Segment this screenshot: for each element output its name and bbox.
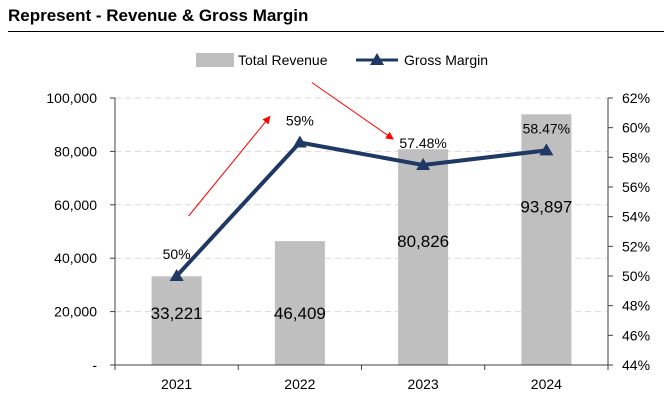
left-axis-tick-label: 100,000: [46, 90, 97, 106]
legend-margin-marker: [370, 53, 384, 65]
right-axis-tick-label: 62%: [622, 90, 650, 106]
right-axis-tick-label: 56%: [622, 179, 650, 195]
chart-title: Represent - Revenue & Gross Margin: [8, 6, 309, 25]
revenue-data-label: 80,826: [397, 232, 449, 251]
revenue-bar: [398, 149, 449, 365]
gross-margin-marker: [292, 135, 307, 148]
revenue-bar: [151, 276, 202, 365]
gross-margin-marker: [169, 269, 184, 281]
revenue-data-label: 33,221: [151, 304, 203, 323]
left-axis-tick-label: -: [92, 357, 97, 373]
gross-margin-data-label: 57.48%: [399, 135, 446, 151]
legend-revenue-swatch: [196, 53, 234, 67]
revenue-bar: [521, 114, 572, 365]
revenue-bar: [274, 241, 325, 365]
right-axis-tick-label: 44%: [622, 357, 650, 373]
right-axis-tick-label: 54%: [622, 209, 650, 225]
right-axis-tick-label: 46%: [622, 327, 650, 343]
x-axis-tick-label: 2021: [161, 376, 192, 392]
gross-margin-data-label: 50%: [163, 246, 191, 262]
trend-arrow: [188, 115, 271, 217]
right-axis-tick-label: 50%: [622, 268, 650, 284]
x-axis-tick-label: 2024: [531, 376, 562, 392]
x-axis-tick-label: 2022: [284, 376, 315, 392]
gross-margin-marker: [416, 158, 431, 171]
left-axis-tick-label: 80,000: [54, 143, 97, 159]
legend-revenue-label: Total Revenue: [238, 52, 328, 68]
legend-margin-label: Gross Margin: [404, 52, 488, 68]
right-axis-tick-label: 52%: [622, 238, 650, 254]
right-axis-tick-label: 48%: [622, 298, 650, 314]
gross-margin-line: [175, 140, 547, 278]
gross-margin-data-label: 59%: [286, 113, 314, 129]
gross-margin-data-label: 58.47%: [523, 120, 570, 136]
title-underline: [8, 31, 664, 32]
gross-margin-marker: [539, 143, 554, 156]
left-axis-tick-label: 40,000: [54, 250, 97, 266]
revenue-data-label: 93,897: [520, 197, 572, 216]
left-axis-tick-label: 60,000: [54, 197, 97, 213]
x-axis-tick-label: 2023: [408, 376, 439, 392]
right-axis-tick-label: 58%: [622, 149, 650, 165]
right-axis-tick-label: 60%: [622, 120, 650, 136]
trend-arrow: [311, 82, 394, 140]
revenue-data-label: 46,409: [274, 304, 326, 323]
left-axis-tick-label: 20,000: [54, 304, 97, 320]
